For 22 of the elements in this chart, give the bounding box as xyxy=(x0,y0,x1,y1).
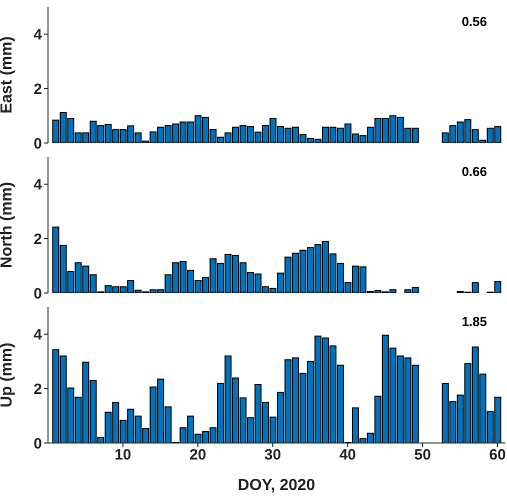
y-tick-label: 4 xyxy=(34,26,43,44)
x-tick-label: 30 xyxy=(264,446,282,464)
annotation: 0.56 xyxy=(462,14,487,29)
x-tick-label: 10 xyxy=(114,446,132,464)
annotation: 0.66 xyxy=(462,164,487,179)
y-tick-label: 0 xyxy=(34,435,42,452)
x-tick-label: 40 xyxy=(339,446,356,464)
y-tick-label: 2 xyxy=(34,80,42,98)
x-axis-title: DOY, 2020 xyxy=(238,477,316,494)
x-tick-label: 50 xyxy=(414,446,431,464)
y-tick-label: 2 xyxy=(34,230,42,248)
x-tick-label: 60 xyxy=(489,446,506,464)
y-tick-label: 0 xyxy=(34,285,42,302)
y-axis-title: North (mm) xyxy=(0,182,16,268)
y-tick-label: 4 xyxy=(34,176,43,194)
y-tick-label: 2 xyxy=(34,380,42,398)
y-axis-title: East (mm) xyxy=(0,36,16,114)
annotation: 1.85 xyxy=(462,314,487,329)
y-tick-label: 4 xyxy=(34,326,43,344)
y-tick-label: 0 xyxy=(34,135,42,152)
x-tick-label: 20 xyxy=(189,446,206,464)
y-axis-title: Up (mm) xyxy=(0,342,16,408)
